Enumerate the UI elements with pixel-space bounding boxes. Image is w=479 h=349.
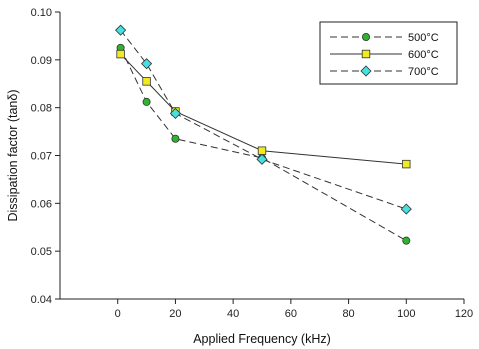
data-point (256, 153, 268, 165)
legend-box (319, 21, 458, 85)
x-tick-label: 40 (227, 308, 239, 320)
data-point (141, 58, 153, 70)
x-tick-label: 0 (115, 308, 121, 320)
legend: 500°C 600°C 700°C (319, 21, 458, 85)
y-axis-title: Dissipation factor (tanδ) (6, 89, 20, 221)
x-tick-label: 120 (455, 308, 473, 320)
data-point (171, 134, 180, 143)
legend-label: 700°C (408, 66, 439, 78)
y-tick-label: 0.06 (31, 198, 52, 210)
x-axis-title: Applied Frequency (kHz) (193, 332, 331, 346)
data-point (402, 236, 411, 245)
y-tick-label: 0.10 (31, 7, 52, 19)
y-tick-label: 0.09 (31, 55, 52, 67)
data-point (400, 203, 412, 215)
x-tick-label: 60 (285, 308, 297, 320)
y-tick-label: 0.08 (31, 103, 52, 115)
y-tick-label: 0.05 (31, 246, 52, 258)
legend-label: 600°C (408, 49, 439, 61)
plot-area: 0.04 0.05 0.06 0.07 0.08 0.09 0.10 0 20 40 60 80 100… (31, 7, 474, 320)
legend-marker (360, 65, 372, 77)
data-point (257, 146, 267, 155)
data-point (402, 159, 411, 169)
data-point (142, 97, 151, 106)
x-tick-label: 20 (169, 308, 181, 320)
y-tick-label: 0.04 (31, 294, 52, 306)
y-tick-label: 0.07 (31, 151, 52, 163)
legend-marker (361, 49, 371, 59)
legend-label: 500°C (408, 32, 439, 44)
data-point (116, 49, 125, 59)
data-point (115, 24, 127, 36)
legend-marker (361, 33, 370, 42)
data-point (142, 77, 151, 86)
x-tick-label: 80 (342, 308, 354, 320)
series-line-0 (120, 47, 407, 242)
x-tick-label: 100 (397, 308, 415, 320)
data-point (169, 107, 181, 119)
